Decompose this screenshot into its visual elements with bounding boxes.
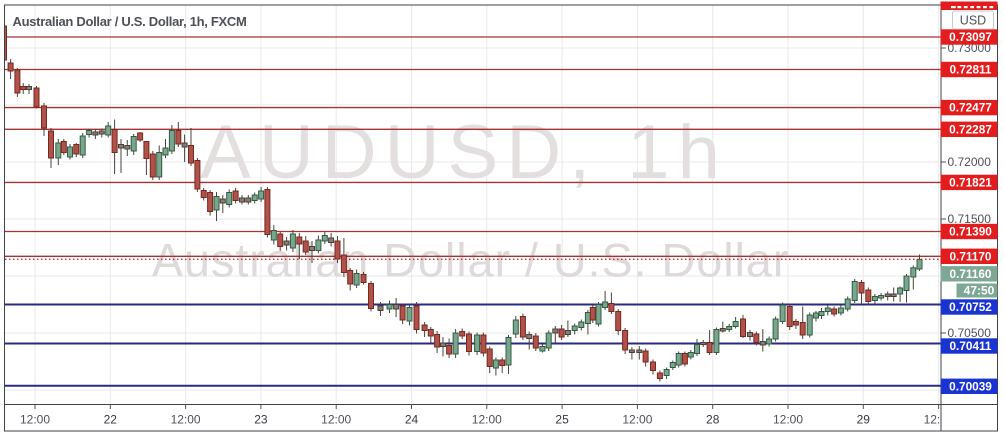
- svg-text:0.71390: 0.71390: [949, 225, 992, 239]
- svg-text:0.72000: 0.72000: [948, 155, 992, 169]
- svg-text:0.71821: 0.71821: [949, 176, 992, 190]
- svg-text:12:00: 12:00: [773, 413, 803, 427]
- svg-text:0.70039: 0.70039: [949, 379, 992, 393]
- svg-text:0.72811: 0.72811: [950, 63, 992, 77]
- svg-text:0.72477: 0.72477: [949, 101, 992, 115]
- svg-text:22: 22: [104, 413, 118, 427]
- svg-text:12:00: 12:00: [20, 413, 50, 427]
- svg-text:24: 24: [405, 413, 419, 427]
- svg-text:Australian Dollar / U.S. Dolla: Australian Dollar / U.S. Dollar: [152, 234, 790, 287]
- svg-text:Australian Dollar / U.S. Dolla: Australian Dollar / U.S. Dollar, 1h, FXC…: [13, 14, 247, 29]
- svg-text:USD: USD: [960, 14, 986, 28]
- svg-text:12:00: 12:00: [321, 413, 351, 427]
- svg-text:0.73000: 0.73000: [948, 41, 992, 55]
- svg-text:12:00: 12:00: [924, 413, 954, 427]
- svg-text:AUDUSD, 1h: AUDUSD, 1h: [200, 110, 728, 195]
- svg-text:12:00: 12:00: [472, 413, 502, 427]
- svg-text:0.70411: 0.70411: [950, 339, 992, 353]
- svg-text:47:50: 47:50: [964, 284, 995, 298]
- svg-text:0.70500: 0.70500: [948, 326, 992, 340]
- svg-text:0.71500: 0.71500: [948, 212, 992, 226]
- svg-text:28: 28: [706, 413, 720, 427]
- svg-text:0.71170: 0.71170: [950, 249, 992, 263]
- svg-text:12:00: 12:00: [622, 413, 652, 427]
- svg-text:0.71160: 0.71160: [950, 267, 992, 281]
- svg-text:0.73097: 0.73097: [949, 30, 992, 44]
- svg-text:29: 29: [857, 413, 871, 427]
- svg-text:0.72287: 0.72287: [949, 122, 992, 136]
- svg-text:25: 25: [555, 413, 569, 427]
- svg-text:23: 23: [254, 413, 268, 427]
- svg-text:0.70752: 0.70752: [949, 300, 992, 314]
- svg-text:12:00: 12:00: [171, 413, 201, 427]
